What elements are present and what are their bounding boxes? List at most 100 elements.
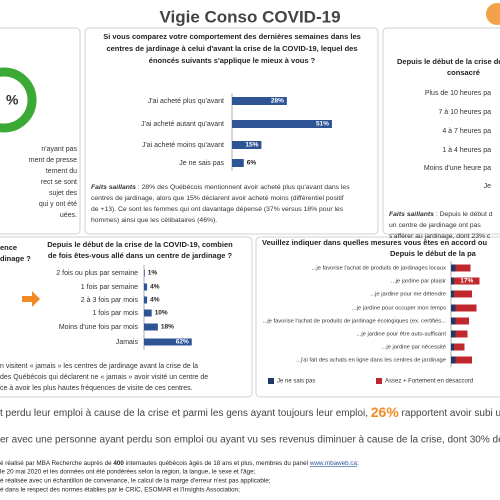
bar-segment <box>451 304 456 312</box>
link[interactable]: www.mbaweb.ca <box>309 460 358 467</box>
value-label: 51% <box>316 121 329 128</box>
category-label: 2 à 3 fois par mois <box>81 297 139 304</box>
category-label: Je ne sais pas <box>179 160 224 167</box>
panel-title: dinage ? <box>0 254 31 263</box>
panel <box>0 236 253 398</box>
summary: er avec une personne ayant perdu son emp… <box>0 435 500 446</box>
category-label: Jamais <box>116 339 139 346</box>
category-label: J'ai acheté moins qu'avant <box>142 142 224 149</box>
highlights: Faits saillants : 28% des Québécois ment… <box>91 184 350 224</box>
bar-segment <box>451 317 456 325</box>
chart-title: centres de jardinage à celui d'avant la … <box>106 44 357 53</box>
bar <box>232 159 244 167</box>
category-label: Je <box>484 183 492 190</box>
summary: t perdu leur emploi à cause de la crise … <box>0 404 500 420</box>
category-label: J'ai acheté plus qu'avant <box>148 98 224 105</box>
bar-segment <box>455 264 471 272</box>
value-label: 1% <box>148 270 158 277</box>
chart-title: Depuis le début de la crise de <box>397 57 500 66</box>
left-text: n'ayant pas ment de presse tement du rect s… <box>29 146 78 219</box>
footnote-text: internautes québécois âgés de 18 ans et … <box>124 460 310 467</box>
bar-segment <box>451 356 456 364</box>
highlight-line: centres de jardinage, alors que 15% décl… <box>91 195 344 202</box>
value-label: 6% <box>247 160 257 167</box>
footnote-line: é dans le respect des normes établies pa… <box>0 487 240 494</box>
bar-segment <box>454 290 472 298</box>
bar <box>144 269 145 277</box>
panel <box>382 27 500 235</box>
category-label: ...je favorise l'achat de produits de ja… <box>263 319 447 325</box>
bar <box>232 120 332 128</box>
footnote-line: le 20 mai 2020 et les données ont été po… <box>0 469 256 476</box>
bar <box>144 338 192 346</box>
category-label: 1 fois par semaine <box>81 284 138 291</box>
category-label: J'ai acheté autant qu'avant <box>141 121 224 128</box>
bar <box>232 97 287 105</box>
category-label: 1 à 4 heures pa <box>442 147 491 154</box>
highlight-text: un centre de jardinage ont pas <box>389 222 481 229</box>
chart-title: Veuillez indiquer dans quelles mesures v… <box>262 238 487 247</box>
category-label: ...je jardine pour occuper mon temps <box>352 306 446 312</box>
highlight-line: un centre de jardinage ont pas <box>389 222 481 229</box>
bar-segment <box>451 277 454 285</box>
highlight-text: s'afférer au jardinage, dont 23% c <box>389 233 491 240</box>
category-label: ...j'ai fait des achats en ligne dans le… <box>296 358 446 364</box>
bar-segment <box>455 330 468 338</box>
category-label: ...je jardine pour être auto-suffisant <box>357 332 447 338</box>
bar-segment <box>451 290 454 298</box>
left-text-line: rect se sont <box>41 179 77 186</box>
bar-segment <box>451 343 454 351</box>
category-label: ...je favorise l'achat de produits de ja… <box>311 266 446 272</box>
highlight-text: hommes) ainsi que les célibataires (46%)… <box>91 217 217 224</box>
bar <box>144 283 148 291</box>
bar-segment <box>454 277 480 285</box>
highlight-label: Faits saillants <box>389 211 434 218</box>
category-label: Moins d'une fois par mois <box>59 324 139 331</box>
summary-text: rapportent avoir subi une <box>399 408 500 419</box>
bar-segment <box>455 304 477 312</box>
value-label: 62% <box>176 339 189 346</box>
category-label: ...je jardine par nécessité <box>382 345 446 351</box>
footnote: é réalisé par MBA Recherche auprès de 40… <box>0 460 359 467</box>
bar <box>144 296 148 304</box>
highlight-label: Faits saillants <box>91 184 136 191</box>
value-label: 18% <box>161 324 174 331</box>
category-label: ...je jardine par plaisir <box>391 279 446 285</box>
value-label: 15% <box>245 142 258 149</box>
value-label: 28% <box>271 98 284 105</box>
panel-title: ence <box>0 243 17 252</box>
highlight-text: de +13). Ce sont les femmes qui ont dava… <box>91 206 344 213</box>
category-label: Moins d'une heure pa <box>424 165 491 172</box>
left-text-line: qui y ont été <box>39 201 77 208</box>
footnote-text: 400 <box>113 460 124 467</box>
arrow <box>22 291 40 307</box>
chart-title: consacré <box>447 68 480 77</box>
category-label: 7 à 10 heures pa <box>438 109 491 116</box>
highlight-line: de +13). Ce sont les femmes qui ont dava… <box>91 206 344 213</box>
legend-swatch <box>268 378 274 384</box>
note-line: des Québécois qui déclarent ne « jamais … <box>0 374 208 381</box>
category-label: 4 à 7 heures pa <box>442 128 491 135</box>
highlight-line: s'afférer au jardinage, dont 23% c <box>389 233 491 240</box>
highlight-line: Faits saillants : Depuis le début d <box>389 211 493 218</box>
category-label: 1 fois par mois <box>92 310 138 317</box>
left-text-line: uées. <box>60 212 77 219</box>
bar <box>144 323 158 331</box>
left-text-line: n'ayant pas <box>41 146 77 153</box>
highlight-line: hommes) ainsi que les célibataires (46%)… <box>91 217 217 224</box>
chart-title: Si vous comparez votre comportement des … <box>103 32 361 41</box>
category-label: Plus de 10 heures pa <box>425 90 491 97</box>
bar-segment <box>455 317 469 325</box>
chart-title: Depuis le début de la crise de la COVID-… <box>47 240 233 249</box>
left-text-line: sujet des <box>49 190 78 197</box>
chart-title: de fois êtes-vous allé dans un centre de… <box>48 251 233 260</box>
legend-label: Je ne sais pas <box>277 379 315 385</box>
highlight-text: : 28% des Québécois mentionnent avoir ac… <box>136 184 350 191</box>
legend-swatch <box>376 378 382 384</box>
note-line: ce à avoir les plus hautes fréquences de… <box>0 385 193 392</box>
bar-segment <box>451 330 456 338</box>
chart-title: énoncés suivants s'applique le mieux à v… <box>149 56 316 65</box>
note: n visitent « jamais » les centres de jar… <box>0 363 208 392</box>
